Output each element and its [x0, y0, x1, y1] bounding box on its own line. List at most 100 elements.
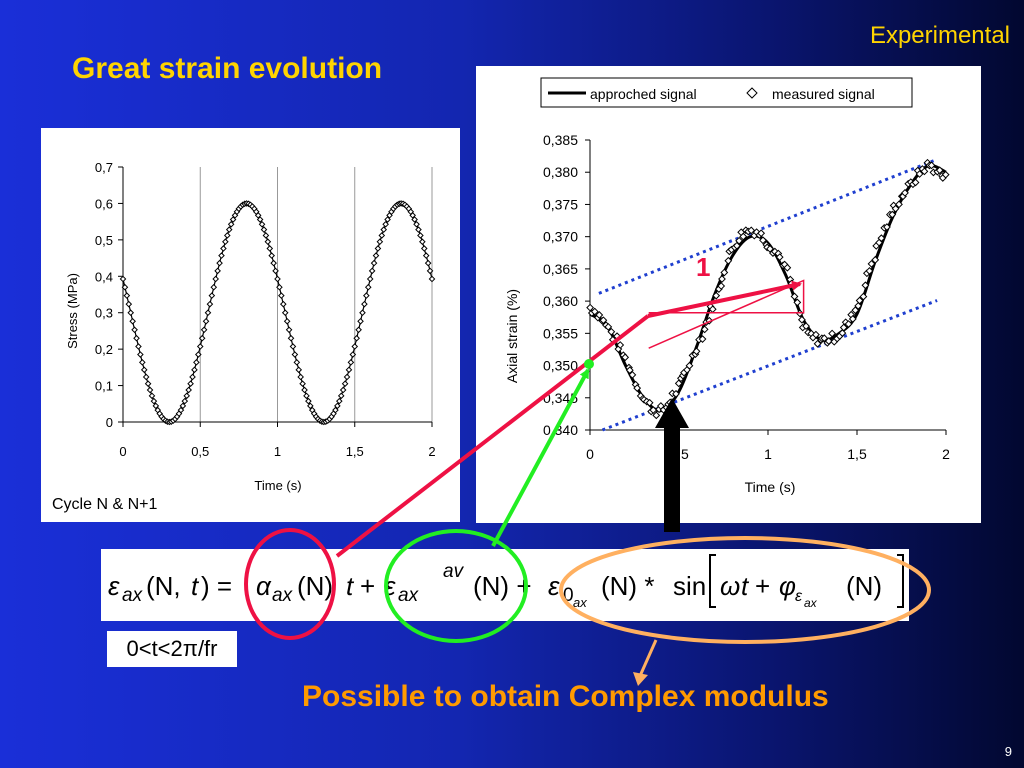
stress-data-point	[293, 359, 301, 366]
green-pointer-arrow	[491, 368, 590, 547]
strain-equation: ε ax (N, t ) = α ax (N) t + ε ax av (N) …	[108, 554, 904, 610]
stress-data-point	[332, 406, 339, 414]
measured-signal-point	[802, 322, 810, 331]
stress-data-point	[183, 392, 191, 400]
svg-text:+: +	[360, 571, 375, 601]
strain-y-tick-label: 0,375	[543, 196, 578, 212]
stress-data-point	[266, 245, 274, 252]
stress-data-point	[131, 326, 138, 334]
measured-signal-point	[628, 370, 637, 379]
stress-data-point	[187, 380, 194, 387]
measured-signal-point	[775, 253, 784, 262]
stress-x-tick-label: 1,5	[346, 444, 364, 459]
svg-text:(N): (N)	[297, 571, 333, 601]
measured-signal-point	[599, 316, 608, 325]
stress-data-point	[341, 380, 349, 387]
cycle-label: Cycle N & N+1	[52, 496, 158, 513]
measured-signal-point	[871, 255, 880, 264]
eq-alpha: α	[256, 571, 272, 601]
stress-data-point	[264, 238, 272, 246]
stress-data-point	[137, 351, 144, 358]
measured-signal-point	[790, 292, 799, 301]
stress-data-point	[279, 300, 287, 308]
stress-data-point	[223, 232, 231, 239]
stress-chart: 0 0,5 1 1,5 2 0 0,1 0,2 0,3 0,4 0,5 0,6 0,7 Stress (…	[65, 160, 436, 493]
measured-signal-point	[717, 282, 726, 290]
stress-data-point	[351, 343, 359, 350]
svg-text:0: 0	[563, 585, 574, 606]
measured-signal-point	[595, 311, 604, 319]
legend-diamond-swatch	[746, 87, 758, 99]
stress-data-point	[125, 300, 133, 308]
stress-data-point	[289, 343, 297, 350]
svg-text:ax: ax	[573, 595, 587, 610]
orange-pointer-line	[638, 639, 658, 677]
stress-data-point	[366, 275, 374, 283]
stress-data-point	[220, 245, 227, 252]
stress-y-tick-label: 0	[106, 415, 113, 430]
stress-data-point	[193, 359, 200, 366]
stress-data-point	[256, 216, 264, 223]
measured-signal-point	[820, 334, 829, 343]
measured-signal-point	[941, 170, 950, 179]
stress-data-point	[129, 317, 136, 325]
stress-data-point	[334, 402, 341, 410]
measured-signal-point	[732, 241, 741, 250]
stress-data-point	[195, 351, 202, 358]
measured-signal-point	[851, 306, 860, 315]
eq-right-bracket	[897, 554, 904, 608]
stress-data-point	[281, 309, 289, 317]
time-range-box: 0<t<2π/fr	[107, 631, 237, 667]
stress-data-point	[208, 292, 216, 299]
measured-signal-point	[705, 316, 714, 325]
svg-text:av: av	[443, 561, 465, 582]
slope-label-one: 1	[696, 252, 710, 282]
measured-signal-point	[812, 330, 820, 339]
stress-data-point	[376, 238, 384, 246]
measured-signal-point	[685, 361, 694, 370]
stress-data-point	[372, 252, 380, 259]
stress-x-tick-label: 2	[428, 444, 435, 459]
stress-data-point	[420, 245, 428, 252]
red-slope-arrow	[647, 280, 802, 318]
stress-data-point	[419, 238, 426, 246]
svg-text:ax: ax	[398, 585, 420, 606]
orange-pointer-head	[633, 672, 648, 686]
measured-signal-point	[867, 259, 876, 268]
stress-data-point	[339, 386, 347, 394]
strain-x-tick-label: 1	[764, 446, 772, 462]
stress-data-point	[274, 275, 281, 283]
stress-data-point	[370, 259, 378, 267]
stress-data-point	[301, 386, 308, 394]
stress-y-tick-label: 0,4	[95, 269, 113, 284]
stress-data-point	[305, 397, 312, 405]
stress-data-point	[225, 226, 233, 233]
stress-data-point	[146, 386, 154, 394]
stress-data-point	[363, 292, 370, 299]
stress-data-point	[185, 386, 192, 394]
stress-data-point	[191, 366, 198, 374]
slide-title: Great strain evolution	[72, 52, 383, 85]
stress-data-point	[307, 402, 314, 410]
stress-data-point	[119, 275, 127, 283]
svg-text:t: t	[346, 571, 355, 601]
strain-y-tick-label: 0,380	[543, 164, 578, 180]
stress-data-point	[422, 252, 430, 259]
svg-text:φ: φ	[779, 571, 796, 601]
measured-signal-point	[861, 281, 870, 290]
measured-signal-point	[927, 161, 936, 170]
measured-signal-point	[700, 325, 709, 334]
stress-data-point	[196, 343, 204, 350]
stress-data-point	[378, 232, 386, 239]
stress-data-point	[295, 366, 303, 374]
stress-y-tick-label: 0,7	[95, 160, 113, 175]
stress-data-point	[200, 326, 208, 334]
strain-y-tick-label: 0,355	[543, 325, 578, 341]
measured-signal-point	[828, 329, 837, 338]
measured-signal-point	[915, 170, 924, 178]
stress-data-point	[417, 232, 424, 239]
stress-data-point	[152, 402, 160, 410]
svg-text:(N) +: (N) +	[473, 571, 532, 601]
